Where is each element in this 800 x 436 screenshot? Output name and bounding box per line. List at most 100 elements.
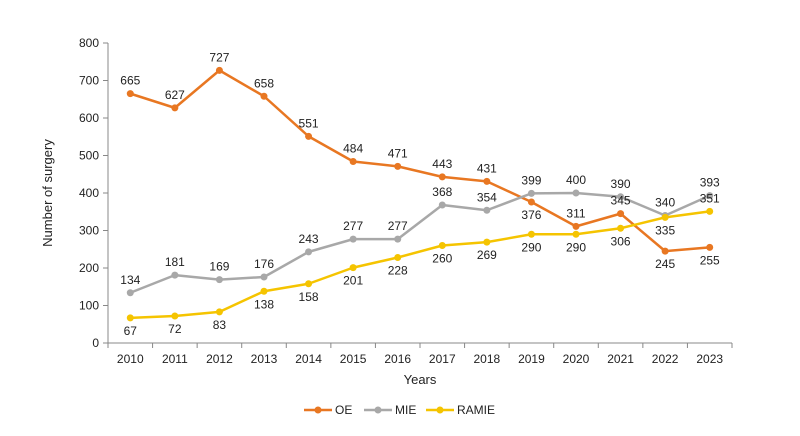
data-label-oe: 471 <box>388 146 408 160</box>
data-point-mie <box>305 248 313 256</box>
data-label-oe: 627 <box>165 88 185 102</box>
data-point-ramie <box>438 242 446 249</box>
series-line-mie <box>129 191 711 294</box>
data-label-oe: 255 <box>700 253 720 267</box>
data-label-ramie: 158 <box>299 290 319 304</box>
data-label-ramie: 201 <box>343 274 363 288</box>
data-point-ramie <box>260 287 268 295</box>
data-label-oe: 665 <box>120 74 140 88</box>
data-point-ramie <box>617 224 625 232</box>
data-label-oe: 311 <box>566 206 585 220</box>
data-label-ramie: 290 <box>521 240 541 254</box>
data-label-mie: 134 <box>120 273 140 287</box>
data-label-mie: 243 <box>299 232 319 246</box>
data-point-oe <box>617 210 625 218</box>
y-axis-title: Number of surgery <box>40 139 55 247</box>
data-point-oe <box>215 66 223 74</box>
legend-item-oe: OE <box>304 403 352 417</box>
data-point-oe <box>305 132 313 140</box>
data-point-oe <box>438 173 446 181</box>
legend-marker-mie <box>374 406 382 414</box>
data-label-oe: 443 <box>432 157 452 171</box>
series-points <box>126 66 714 322</box>
x-tick-label: 2010 <box>117 352 144 366</box>
legend-label-oe: OE <box>335 403 352 417</box>
data-label-mie: 368 <box>432 185 452 199</box>
x-tick-label: 2019 <box>518 352 545 366</box>
legend-label-ramie: RAMIE <box>457 403 495 417</box>
data-label-oe: 431 <box>477 161 497 175</box>
data-point-ramie <box>661 213 669 221</box>
data-label-ramie: 83 <box>213 318 227 332</box>
data-point-ramie <box>215 308 223 316</box>
data-label-oe: 551 <box>299 116 319 130</box>
data-point-oe <box>126 90 134 98</box>
y-tick-label: 400 <box>79 186 99 200</box>
data-point-mie <box>171 271 179 279</box>
x-tick-label: 2011 <box>162 352 188 366</box>
data-point-mie <box>617 193 625 201</box>
x-tick-label: 2012 <box>206 352 233 366</box>
data-point-ramie <box>349 264 357 272</box>
x-tick-label: 2023 <box>696 352 723 366</box>
data-point-oe <box>706 243 714 251</box>
data-point-mie <box>483 206 491 214</box>
data-label-mie: 277 <box>388 219 408 233</box>
data-label-mie: 169 <box>209 260 229 274</box>
data-label-oe: 376 <box>521 208 541 222</box>
x-tick-label: 2013 <box>251 352 278 366</box>
y-tick-label: 500 <box>79 149 99 163</box>
data-point-mie <box>349 235 357 243</box>
data-point-ramie <box>483 238 491 246</box>
x-tick-label: 2021 <box>607 352 634 366</box>
x-tick-label: 2022 <box>652 352 679 366</box>
x-tick-label: 2015 <box>340 352 367 366</box>
x-tick-label: 2017 <box>429 352 456 366</box>
data-label-mie: 393 <box>700 176 720 190</box>
data-label-mie: 277 <box>343 219 363 233</box>
y-tick-label: 0 <box>92 336 99 350</box>
data-label-ramie: 335 <box>655 223 675 237</box>
x-tick-label: 2020 <box>563 352 590 366</box>
data-label-ramie: 269 <box>477 248 497 262</box>
data-label-ramie: 72 <box>168 322 182 336</box>
legend-item-mie: MIE <box>364 403 416 417</box>
data-label-ramie: 138 <box>254 297 274 311</box>
data-label-oe: 245 <box>655 257 675 271</box>
data-point-ramie <box>305 280 313 288</box>
legend-marker-oe <box>314 406 322 414</box>
series-line-oe <box>129 69 710 253</box>
data-label-ramie: 290 <box>566 240 586 254</box>
data-point-ramie <box>171 312 179 320</box>
y-tick-label: 700 <box>79 74 99 88</box>
y-tick-label: 800 <box>79 36 99 50</box>
data-point-ramie <box>394 254 402 261</box>
series-lines <box>129 69 711 320</box>
data-point-mie <box>260 273 268 281</box>
data-label-oe: 658 <box>254 76 274 90</box>
x-tick-label: 2014 <box>295 352 322 366</box>
x-axis-title: Years <box>404 372 437 387</box>
x-tick-label: 2016 <box>384 352 411 366</box>
data-point-mie <box>706 192 714 200</box>
data-point-oe <box>572 222 580 230</box>
data-point-mie <box>126 289 134 297</box>
axes: 0 100 200 300 400 500 600 700 800 2010 2011 2012 201… <box>79 36 733 366</box>
data-label-ramie: 306 <box>611 234 631 248</box>
data-point-oe <box>483 177 491 185</box>
data-label-mie: 340 <box>655 196 675 210</box>
data-label-ramie: 351 <box>700 191 720 205</box>
data-label-ramie: 228 <box>388 264 408 278</box>
data-label-mie: 176 <box>254 257 274 271</box>
data-label-oe: 727 <box>209 50 229 64</box>
x-tick-label: 2018 <box>474 352 501 366</box>
data-label-oe: 345 <box>611 194 631 208</box>
data-point-oe <box>349 158 357 165</box>
data-point-mie <box>215 276 223 284</box>
data-point-oe <box>171 104 179 112</box>
data-point-oe <box>527 198 535 206</box>
data-label-mie: 390 <box>611 177 631 191</box>
data-point-mie <box>438 201 446 209</box>
data-point-mie <box>394 235 402 243</box>
